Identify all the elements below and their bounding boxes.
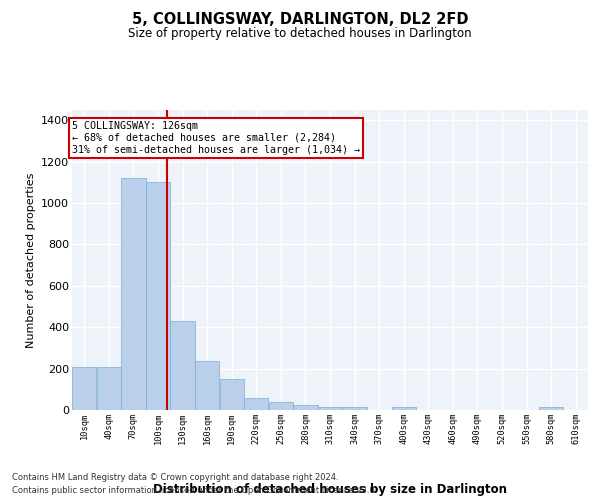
Bar bbox=[146, 182, 170, 410]
Bar bbox=[392, 407, 416, 410]
Text: Size of property relative to detached houses in Darlington: Size of property relative to detached ho… bbox=[128, 28, 472, 40]
Text: 5, COLLINGSWAY, DARLINGTON, DL2 2FD: 5, COLLINGSWAY, DARLINGTON, DL2 2FD bbox=[132, 12, 468, 28]
Bar bbox=[293, 405, 317, 410]
Text: Contains HM Land Registry data © Crown copyright and database right 2024.: Contains HM Land Registry data © Crown c… bbox=[12, 474, 338, 482]
Bar bbox=[539, 407, 563, 410]
Bar bbox=[121, 178, 146, 410]
Bar bbox=[170, 321, 194, 410]
Bar bbox=[343, 407, 367, 410]
Bar bbox=[220, 380, 244, 410]
X-axis label: Distribution of detached houses by size in Darlington: Distribution of detached houses by size … bbox=[153, 483, 507, 496]
Bar bbox=[195, 362, 219, 410]
Bar bbox=[269, 402, 293, 410]
Bar bbox=[72, 366, 97, 410]
Bar bbox=[318, 408, 342, 410]
Y-axis label: Number of detached properties: Number of detached properties bbox=[26, 172, 35, 348]
Bar bbox=[244, 398, 268, 410]
Text: Contains public sector information licensed under the Open Government Licence v3: Contains public sector information licen… bbox=[12, 486, 377, 495]
Text: 5 COLLINGSWAY: 126sqm
← 68% of detached houses are smaller (2,284)
31% of semi-d: 5 COLLINGSWAY: 126sqm ← 68% of detached … bbox=[72, 122, 360, 154]
Bar bbox=[97, 366, 121, 410]
